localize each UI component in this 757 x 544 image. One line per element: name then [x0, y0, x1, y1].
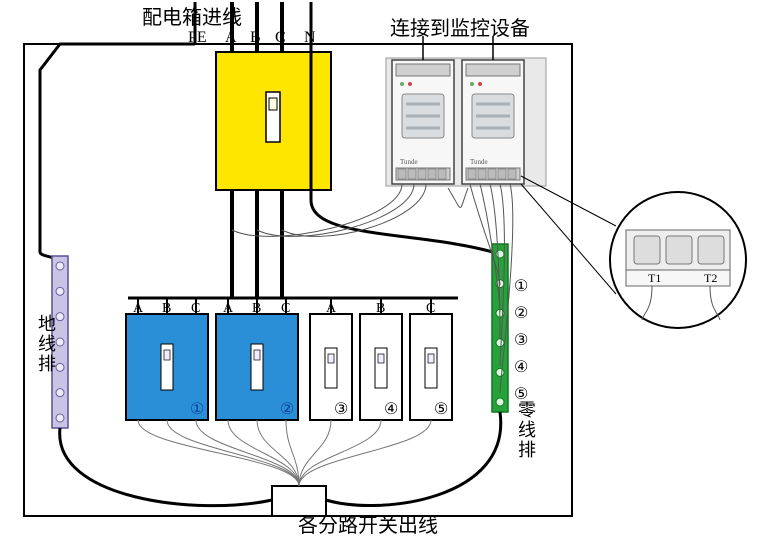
svg-text:B: B: [162, 301, 171, 316]
svg-text:A: A: [223, 301, 234, 316]
svg-text:①: ①: [514, 278, 528, 295]
svg-text:③: ③: [514, 332, 528, 349]
svg-text:C: C: [281, 301, 290, 316]
monitor-module-2: Tunde: [462, 60, 524, 184]
svg-text:排: 排: [38, 354, 56, 374]
svg-text:线: 线: [518, 420, 536, 440]
svg-text:配电箱进线: 配电箱进线: [142, 6, 242, 29]
svg-text:B: B: [252, 301, 261, 316]
svg-text:T1: T1: [648, 271, 661, 285]
svg-text:①: ①: [190, 401, 204, 418]
svg-text:C: C: [426, 301, 435, 316]
svg-text:各分路开关出线: 各分路开关出线: [298, 514, 438, 537]
svg-text:B: B: [250, 29, 261, 46]
svg-text:②: ②: [280, 401, 294, 418]
pe-feed: [40, 44, 195, 260]
svg-text:T2: T2: [704, 271, 717, 285]
monitor-module-1: Tunde: [392, 60, 454, 184]
svg-text:排: 排: [518, 440, 536, 460]
svg-text:C: C: [275, 29, 286, 46]
svg-text:④: ④: [514, 359, 528, 376]
svg-text:A: A: [326, 301, 337, 316]
svg-text:②: ②: [514, 305, 528, 322]
svg-text:⑤: ⑤: [434, 401, 448, 418]
svg-text:A: A: [225, 29, 237, 46]
svg-text:零: 零: [518, 400, 536, 420]
svg-text:Tunde: Tunde: [400, 158, 418, 166]
svg-text:B: B: [376, 301, 385, 316]
svg-text:C: C: [191, 301, 200, 316]
svg-text:地: 地: [38, 314, 56, 334]
outgoing-trunk: [272, 486, 326, 516]
svg-text:A: A: [133, 301, 144, 316]
svg-text:连接到监控设备: 连接到监控设备: [390, 17, 530, 40]
svg-text:N: N: [304, 29, 316, 46]
svg-text:④: ④: [384, 401, 398, 418]
svg-text:线: 线: [38, 334, 56, 354]
svg-text:③: ③: [334, 401, 348, 418]
svg-text:Tunde: Tunde: [470, 158, 488, 166]
